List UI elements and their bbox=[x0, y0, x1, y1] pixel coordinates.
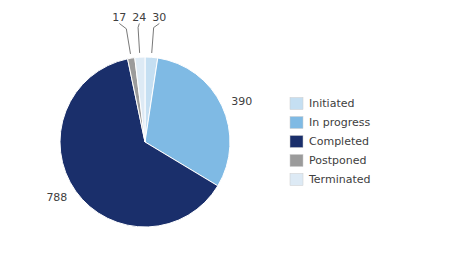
leader-line bbox=[152, 23, 160, 53]
legend-label: Terminated bbox=[308, 173, 371, 186]
chart-container: 30 390 788 17 24 Initiated In progress Complete… bbox=[0, 0, 470, 269]
legend-swatch bbox=[290, 117, 303, 129]
legend-label: Initiated bbox=[309, 97, 354, 110]
data-labels: 30 390 788 17 24 bbox=[46, 11, 252, 203]
leader-line bbox=[138, 23, 140, 52]
data-label: 390 bbox=[231, 95, 252, 108]
data-label: 17 bbox=[112, 11, 126, 24]
data-label: 788 bbox=[46, 191, 67, 204]
legend: Initiated In progress Completed Postponed Te… bbox=[290, 97, 371, 186]
legend-swatch bbox=[290, 98, 303, 110]
pie-slice bbox=[135, 57, 145, 142]
legend-swatch bbox=[290, 136, 303, 148]
data-label: 30 bbox=[152, 11, 166, 24]
legend-swatch bbox=[290, 155, 303, 167]
legend-label: Completed bbox=[309, 135, 369, 148]
legend-swatch bbox=[290, 174, 303, 186]
leader-line bbox=[119, 23, 130, 53]
slices bbox=[60, 57, 230, 227]
data-label: 24 bbox=[132, 11, 146, 24]
pie-slice bbox=[128, 58, 145, 142]
chart: 30 390 788 17 24 Initiated In progress Complete… bbox=[0, 0, 470, 269]
legend-label: In progress bbox=[309, 116, 370, 129]
legend-label: Postponed bbox=[309, 154, 366, 167]
